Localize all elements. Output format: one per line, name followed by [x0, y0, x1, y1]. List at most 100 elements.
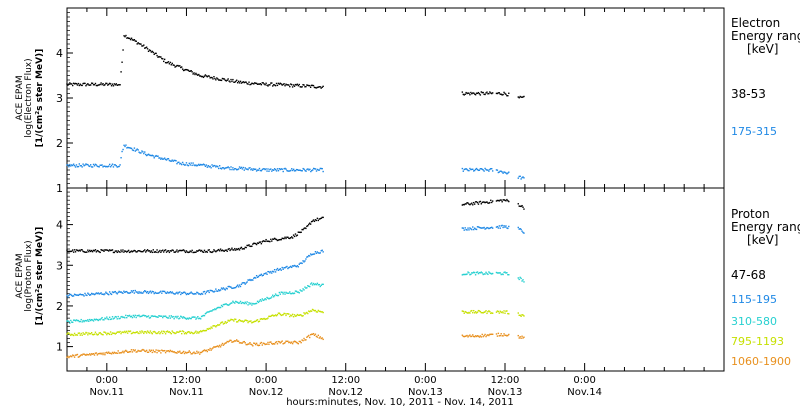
proton-series-115-195	[66, 224, 525, 298]
proton-data-point	[88, 320, 90, 323]
proton-data-point	[199, 293, 201, 295]
proton-data-point	[126, 251, 128, 253]
proton-data-point	[158, 331, 160, 333]
proton-data-point	[229, 303, 231, 305]
proton-data-point	[78, 332, 81, 334]
x-tick-date-label: Nov.14	[567, 387, 602, 398]
electron-data-point	[477, 91, 480, 94]
electron-data-point	[159, 56, 161, 58]
proton-data-point	[95, 318, 98, 320]
proton-data-point	[164, 292, 167, 294]
proton-data-point	[272, 238, 275, 240]
electron-data-point	[275, 170, 278, 172]
electron-data-point	[236, 79, 238, 81]
electron-data-point	[211, 164, 213, 166]
proton-data-point	[143, 332, 145, 335]
electron-data-point	[259, 83, 262, 85]
electron-data-point	[86, 83, 88, 86]
proton-data-point	[497, 332, 500, 335]
electron-data-point	[97, 165, 99, 168]
electron-data-point	[310, 170, 312, 173]
proton-data-point	[104, 353, 106, 356]
proton-data-point	[216, 345, 218, 348]
proton-data-point	[286, 236, 288, 238]
proton-data-point	[70, 319, 72, 322]
proton-data-point	[122, 292, 124, 294]
electron-data-point	[192, 162, 194, 164]
proton-data-point	[210, 289, 212, 292]
proton-data-point	[178, 331, 180, 333]
electron-data-point	[186, 164, 189, 166]
proton-data-point	[299, 314, 301, 316]
proton-data-point	[146, 330, 149, 332]
electron-data-point	[224, 167, 227, 169]
proton-data-point	[233, 249, 235, 251]
proton-data-point	[95, 251, 98, 253]
electron-data-point	[480, 168, 482, 170]
proton-data-point	[261, 344, 263, 346]
proton-data-point	[498, 312, 501, 314]
electron-data-point	[173, 159, 175, 162]
proton-data-point	[505, 225, 507, 227]
proton-data-point	[187, 318, 190, 320]
proton-data-point	[126, 250, 129, 253]
proton-series-795-1193	[66, 308, 525, 337]
proton-data-point	[220, 321, 223, 324]
proton-data-point	[320, 337, 322, 340]
proton-data-point	[238, 319, 241, 321]
electron-data-point	[304, 169, 306, 172]
proton-data-point	[270, 341, 272, 343]
proton-data-point	[472, 204, 474, 206]
proton-data-point	[261, 274, 263, 277]
proton-data-point	[471, 309, 473, 312]
proton-data-point	[122, 249, 124, 251]
proton-data-point	[146, 249, 149, 251]
proton-data-point	[198, 332, 200, 334]
x-tick-time-label: 12:00	[172, 375, 201, 386]
proton-data-point	[88, 293, 90, 295]
proton-data-point	[92, 353, 95, 355]
proton-data-point	[517, 203, 519, 205]
proton-data-point	[126, 332, 129, 334]
proton-data-point	[160, 352, 162, 354]
proton-data-point	[291, 313, 294, 316]
proton-data-point	[478, 201, 481, 203]
proton-data-point	[225, 287, 227, 289]
electron-data-point	[300, 170, 302, 172]
electron-data-point	[302, 83, 304, 86]
proton-data-point	[266, 273, 268, 276]
proton-data-point	[234, 247, 236, 250]
proton-data-point	[503, 333, 505, 335]
electron-data-point	[193, 164, 195, 166]
proton-data-point	[254, 320, 256, 323]
proton-data-point	[166, 350, 169, 352]
electron-data-point	[268, 84, 270, 86]
proton-data-point	[466, 202, 468, 204]
electron-data-point	[281, 84, 283, 86]
proton-data-point	[281, 340, 283, 342]
proton-data-point	[214, 290, 216, 292]
proton-data-point	[202, 349, 205, 352]
proton-data-point	[308, 310, 310, 312]
electron-data-point	[108, 82, 111, 85]
electron-data-point	[315, 170, 318, 172]
electron-data-point	[495, 169, 498, 171]
proton-data-point	[281, 314, 283, 316]
proton-data-point	[496, 310, 499, 312]
proton-data-point	[172, 292, 174, 295]
proton-data-point	[521, 314, 523, 316]
proton-data-point	[190, 291, 192, 293]
electron-data-point	[195, 72, 197, 75]
proton-data-point	[305, 258, 307, 260]
proton-data-point	[217, 289, 220, 291]
proton-data-point	[247, 304, 249, 306]
proton-data-point	[309, 285, 311, 288]
proton-data-point	[505, 310, 507, 312]
electron-data-point	[309, 84, 311, 87]
proton-data-point	[242, 321, 245, 323]
proton-data-point	[470, 228, 472, 230]
proton-data-point	[206, 251, 209, 253]
proton-series-310-580	[66, 271, 525, 324]
proton-data-point	[473, 271, 476, 274]
electron-data-point	[214, 77, 216, 80]
